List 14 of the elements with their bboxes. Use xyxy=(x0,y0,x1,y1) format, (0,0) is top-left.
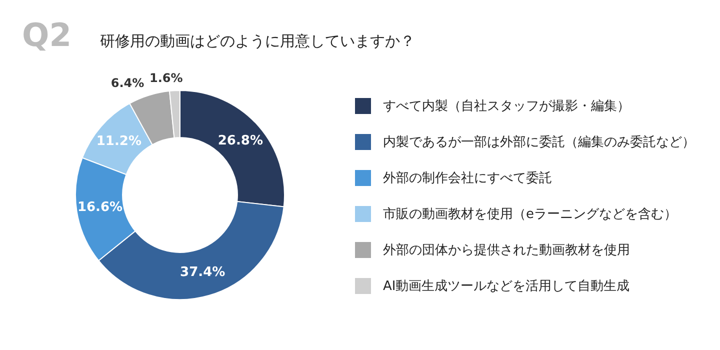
data-label: 6.4% xyxy=(110,76,144,90)
data-label: 16.6% xyxy=(77,200,123,216)
data-label: 26.8% xyxy=(218,133,263,148)
legend-label: 外部の団体から提供された動画教材を使用 xyxy=(383,242,630,259)
legend-label: 内製であるが一部は外部に委託（編集のみ委託など） xyxy=(383,134,695,151)
chart-title: 研修用の動画はどのように用意していますか？ xyxy=(100,32,415,51)
text: Q2 xyxy=(22,16,72,54)
legend-label: すべて内製（自社スタッフが撮影・編集） xyxy=(383,98,630,115)
data-label: 37.4% xyxy=(180,265,226,280)
legend-label: 市販の動画教材を使用（eラーニングなどを含む） xyxy=(383,206,677,223)
legend-label: 外部の制作会社にすべて委託 xyxy=(383,170,552,187)
data-label: 11.2% xyxy=(96,134,142,150)
data-label: 1.6% xyxy=(149,70,183,85)
legend-label: AI動画生成ツールなどを活用して自動生成 xyxy=(383,278,630,295)
